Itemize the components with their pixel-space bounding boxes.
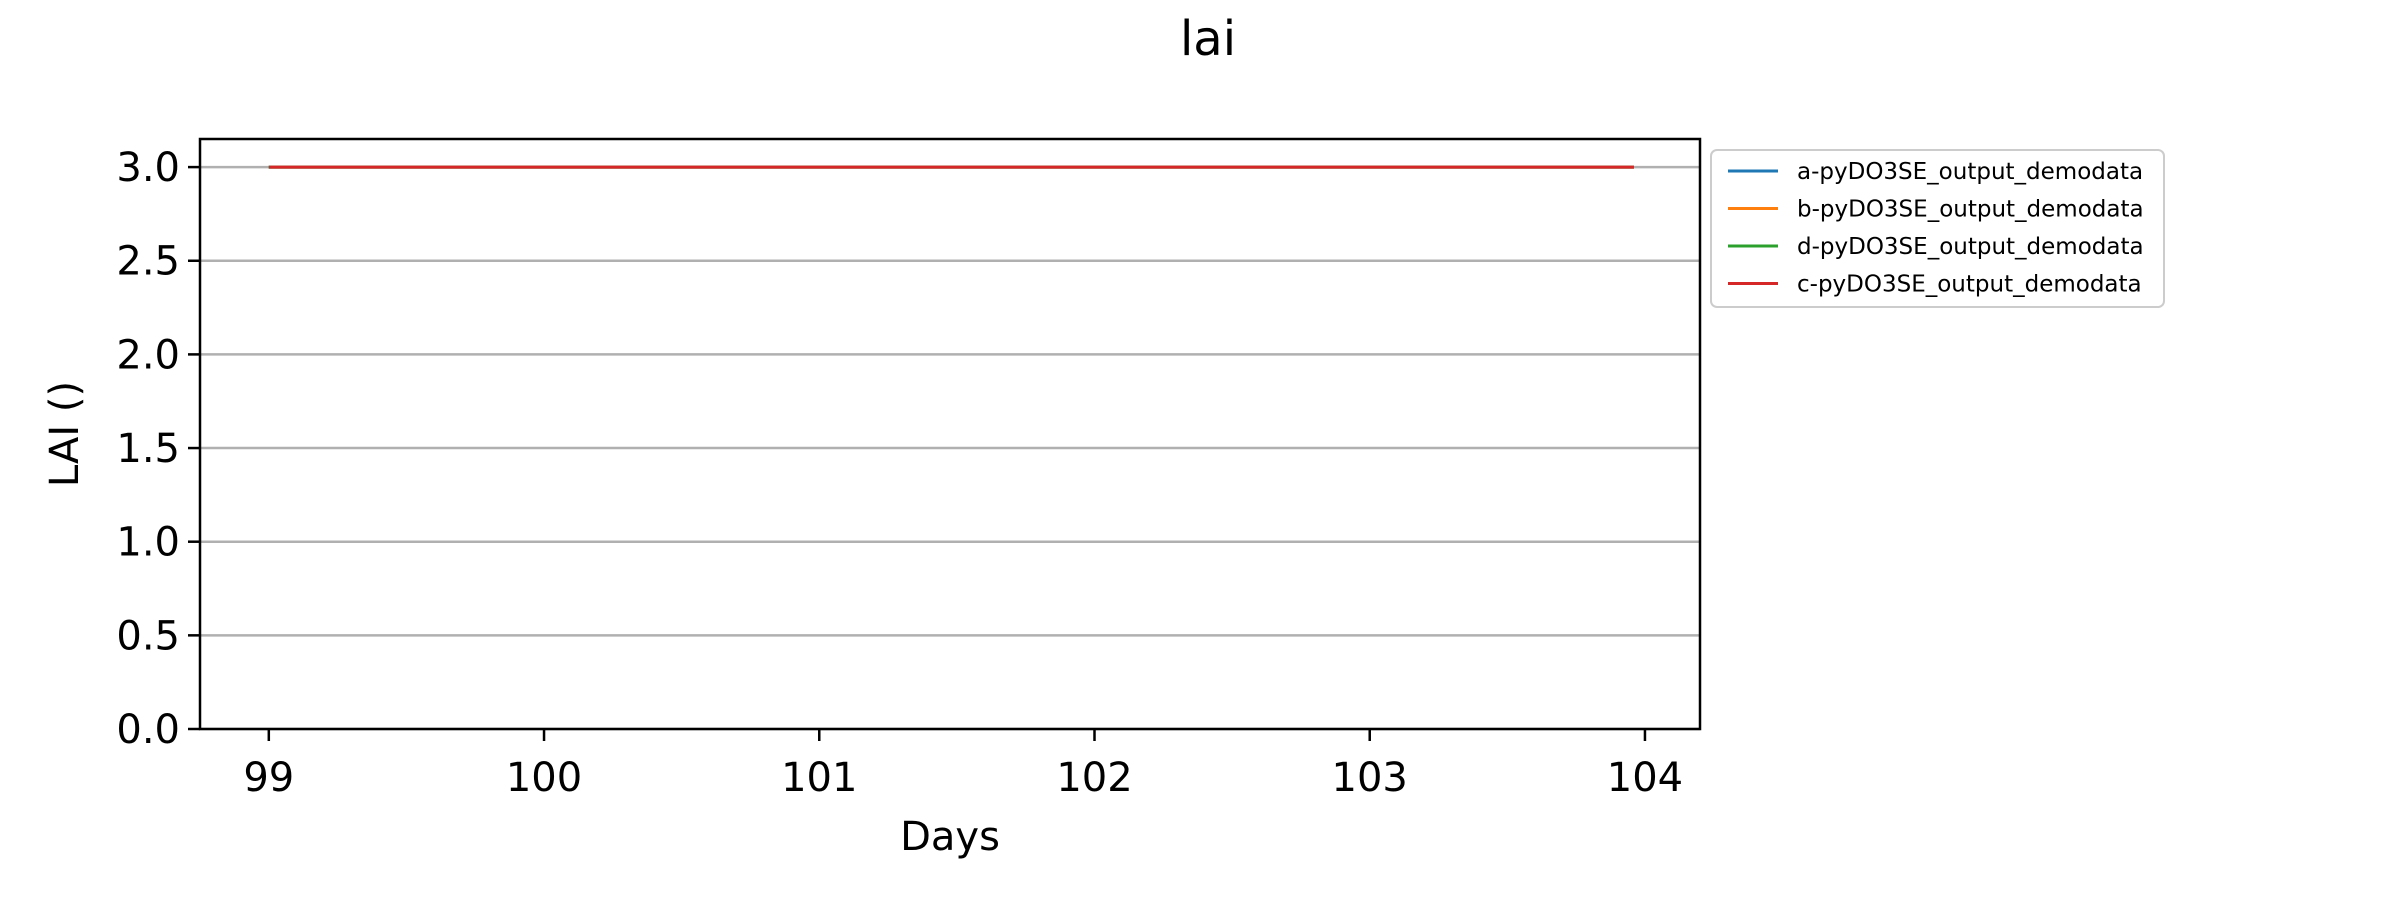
y-axis: 0.0 0.5 1.0 1.5 2.0 2.5 3.0 [116,145,200,753]
y-tick-label: 3.0 [116,145,180,191]
legend: a-pyDO3SE_output_demodata b-pyDO3SE_outpu… [1710,149,2165,308]
legend-entry-label: b-pyDO3SE_output_demodata [1797,197,2144,223]
y-tick-label: 2.0 [116,332,180,378]
y-tick-label: 0.0 [116,707,180,753]
grid-lines [200,165,1700,731]
y-axis-label: LAI () [42,381,88,487]
legend-entry-label: c-pyDO3SE_output_demodata [1797,272,2142,298]
x-tick-label: 99 [243,755,294,801]
chart-title: lai [1180,11,1236,67]
y-tick-label: 2.5 [116,239,180,285]
legend-entry-label: d-pyDO3SE_output_demodata [1797,234,2144,260]
y-tick-label: 1.0 [116,520,180,566]
legend-frame [1710,149,2165,308]
x-tick-label: 103 [1332,755,1408,801]
legend-entry-label: a-pyDO3SE_output_demodata [1797,159,2143,185]
plot-frame [198,137,1702,731]
x-tick-label: 101 [781,755,857,801]
x-tick-label: 102 [1056,755,1132,801]
x-axis: 99 100 101 102 103 104 [243,729,1683,801]
x-axis-label: Days [900,814,1000,860]
x-tick-label: 104 [1607,755,1683,801]
y-tick-label: 1.5 [116,426,180,472]
x-tick-label: 100 [506,755,582,801]
y-tick-label: 0.5 [116,613,180,659]
